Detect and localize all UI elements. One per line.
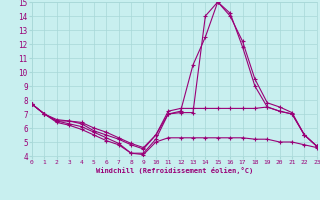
X-axis label: Windchill (Refroidissement éolien,°C): Windchill (Refroidissement éolien,°C)	[96, 167, 253, 174]
